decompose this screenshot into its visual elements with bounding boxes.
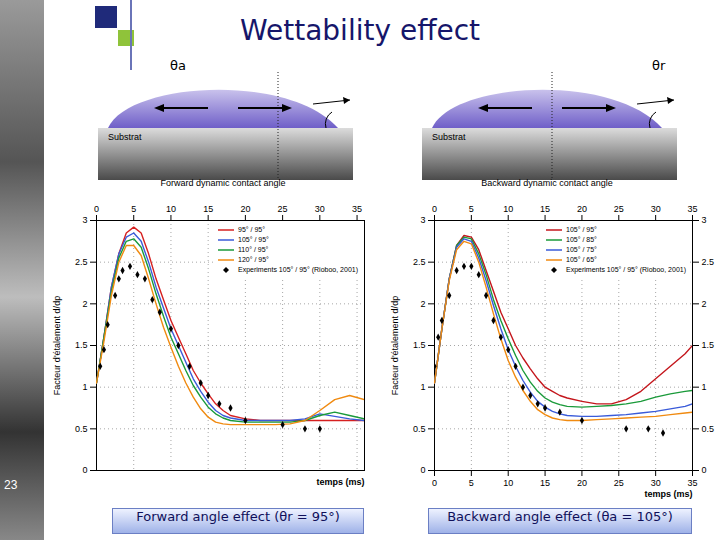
svg-text:20: 20 xyxy=(577,204,587,214)
html-text:θa: θa xyxy=(170,58,186,73)
html-text:Substrat: Substrat xyxy=(432,132,466,142)
svg-text:temps (ms): temps (ms) xyxy=(316,477,364,487)
svg-text:0: 0 xyxy=(94,204,99,214)
svg-text:30: 30 xyxy=(651,204,661,214)
svg-text:0.5: 0.5 xyxy=(413,424,426,434)
html-text:Wettability effect: Wettability effect xyxy=(240,14,480,47)
svg-text:1: 1 xyxy=(702,382,707,392)
svg-text:15: 15 xyxy=(540,478,550,488)
svg-text:0: 0 xyxy=(432,204,437,214)
html-text:Backward angle effect (θa = 10: Backward angle effect (θa = 105°) xyxy=(447,509,673,524)
svg-text:35: 35 xyxy=(352,204,362,214)
html-text:Backward dynamic contact angle: Backward dynamic contact angle xyxy=(481,178,613,188)
html-text:95° / 95°: 95° / 95° xyxy=(238,226,265,233)
svg-text:temps (ms): temps (ms) xyxy=(644,489,692,499)
html-text:110° / 95°: 110° / 95° xyxy=(238,246,269,253)
html-text:105° / 95°: 105° / 95° xyxy=(566,226,597,233)
svg-text:1: 1 xyxy=(420,382,425,392)
svg-text:30: 30 xyxy=(651,478,661,488)
html-text:Experiments 105° / 95° (Rioboo: Experiments 105° / 95° (Rioboo, 2001) xyxy=(238,266,358,273)
svg-text:1: 1 xyxy=(82,382,87,392)
svg-text:2: 2 xyxy=(420,299,425,309)
html-text:Experiments 105° / 95° (Rioboo: Experiments 105° / 95° (Rioboo, 2001) xyxy=(566,266,686,273)
svg-text:5: 5 xyxy=(469,204,474,214)
svg-text:35: 35 xyxy=(687,204,697,214)
svg-text:20: 20 xyxy=(240,204,250,214)
svg-text:10: 10 xyxy=(503,204,513,214)
svg-text:1.5: 1.5 xyxy=(413,340,426,350)
svg-text:1.5: 1.5 xyxy=(702,340,715,350)
svg-text:3: 3 xyxy=(702,215,707,225)
svg-text:2.5: 2.5 xyxy=(702,257,715,267)
svg-text:2: 2 xyxy=(82,299,87,309)
svg-text:30: 30 xyxy=(315,204,325,214)
svg-text:0: 0 xyxy=(420,465,425,475)
svg-text:2.5: 2.5 xyxy=(75,257,88,267)
svg-text:0: 0 xyxy=(82,465,87,475)
svg-text:15: 15 xyxy=(540,204,550,214)
svg-text:2.5: 2.5 xyxy=(413,257,426,267)
svg-text:20: 20 xyxy=(577,478,587,488)
svg-text:Facteur d'étalement d/dp: Facteur d'étalement d/dp xyxy=(390,296,400,395)
svg-text:35: 35 xyxy=(687,478,697,488)
html-text:105° / 65°: 105° / 65° xyxy=(566,256,597,263)
svg-text:25: 25 xyxy=(278,204,288,214)
html-text:Forward angle effect (θr = 95°: Forward angle effect (θr = 95°) xyxy=(136,509,340,524)
html-text:105° / 95°: 105° / 95° xyxy=(238,236,269,243)
svg-text:0.5: 0.5 xyxy=(75,424,88,434)
svg-text:2: 2 xyxy=(702,299,707,309)
html-text:120° / 95°: 120° / 95° xyxy=(238,256,269,263)
svg-text:25: 25 xyxy=(614,478,624,488)
svg-text:25: 25 xyxy=(614,204,624,214)
svg-text:3: 3 xyxy=(420,215,425,225)
svg-text:10: 10 xyxy=(503,478,513,488)
svg-text:0: 0 xyxy=(702,465,707,475)
svg-text:3: 3 xyxy=(82,215,87,225)
svg-text:15: 15 xyxy=(203,204,213,214)
svg-text:0: 0 xyxy=(432,478,437,488)
svg-text:10: 10 xyxy=(166,204,176,214)
svg-text:Facteur d'étalement d/dp: Facteur d'étalement d/dp xyxy=(52,296,62,395)
html-text:θr: θr xyxy=(652,58,666,73)
svg-text:5: 5 xyxy=(131,204,136,214)
svg-text:5: 5 xyxy=(469,478,474,488)
svg-text:0.5: 0.5 xyxy=(702,424,715,434)
html-text:105° / 75°: 105° / 75° xyxy=(566,246,597,253)
svg-text:1.5: 1.5 xyxy=(75,340,88,350)
html-text:Substrat: Substrat xyxy=(108,132,142,142)
html-text:Forward dynamic contact angle: Forward dynamic contact angle xyxy=(160,178,286,188)
html-text:105° / 85°: 105° / 85° xyxy=(566,236,597,243)
html-text:23: 23 xyxy=(4,478,18,492)
